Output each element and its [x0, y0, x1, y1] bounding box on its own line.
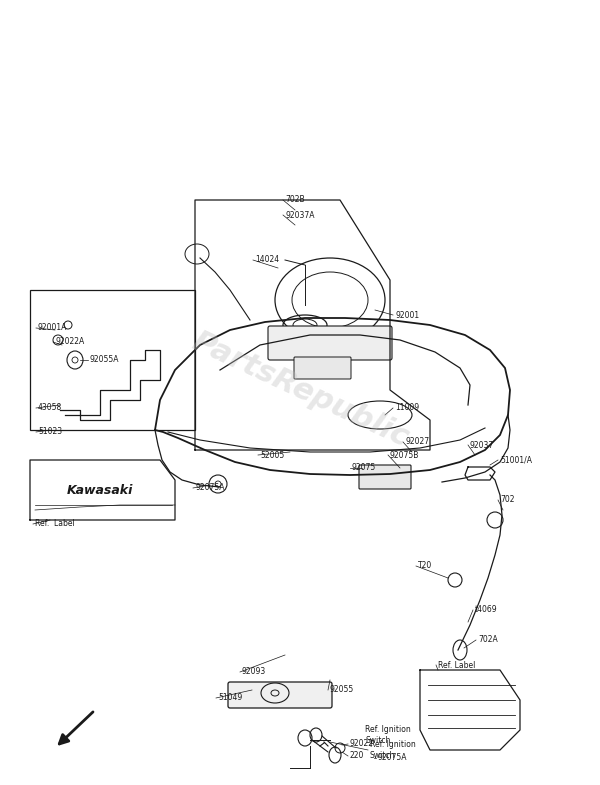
- Text: Ref. Label: Ref. Label: [438, 660, 475, 670]
- Text: 92001A: 92001A: [38, 323, 67, 333]
- Text: 92001: 92001: [395, 311, 419, 319]
- Text: 92055A: 92055A: [90, 356, 119, 364]
- FancyBboxPatch shape: [359, 465, 411, 489]
- Text: 14024: 14024: [255, 255, 279, 265]
- Text: 51049: 51049: [218, 693, 242, 703]
- Text: 220: 220: [350, 751, 364, 761]
- Text: 92027: 92027: [405, 437, 429, 447]
- Text: PartsRepublic: PartsRepublic: [187, 327, 413, 453]
- Text: t4069: t4069: [475, 605, 497, 615]
- Text: Kawasaki: Kawasaki: [67, 484, 133, 496]
- Text: 702: 702: [500, 495, 515, 505]
- FancyBboxPatch shape: [294, 357, 351, 379]
- Text: 11009: 11009: [395, 403, 419, 412]
- FancyBboxPatch shape: [228, 682, 332, 708]
- Text: 92093: 92093: [242, 667, 266, 677]
- Text: 92075A: 92075A: [378, 754, 407, 762]
- Text: 702B: 702B: [285, 195, 305, 205]
- Text: 52005: 52005: [260, 451, 284, 459]
- Text: 92022A: 92022A: [55, 338, 84, 346]
- Text: 92037: 92037: [470, 440, 494, 450]
- Text: 92075A: 92075A: [195, 484, 224, 492]
- Text: 92055: 92055: [330, 685, 354, 695]
- Text: 92075: 92075: [352, 463, 376, 473]
- Text: 92037A: 92037A: [285, 210, 314, 220]
- Text: 51001/A: 51001/A: [500, 455, 532, 465]
- Text: 92022: 92022: [350, 739, 374, 749]
- Text: T20: T20: [418, 561, 432, 571]
- Text: Ref.  Label: Ref. Label: [35, 520, 75, 528]
- Text: Ref. Ignition
Switch: Ref. Ignition Switch: [365, 725, 411, 745]
- Text: 702A: 702A: [478, 636, 498, 644]
- FancyBboxPatch shape: [268, 326, 392, 360]
- Text: 43058: 43058: [38, 403, 62, 412]
- Text: 51023: 51023: [38, 428, 62, 436]
- Bar: [30, 290, 195, 430]
- Text: Ref. Ignition
Switch: Ref. Ignition Switch: [370, 740, 416, 760]
- Text: 92075B: 92075B: [390, 451, 419, 459]
